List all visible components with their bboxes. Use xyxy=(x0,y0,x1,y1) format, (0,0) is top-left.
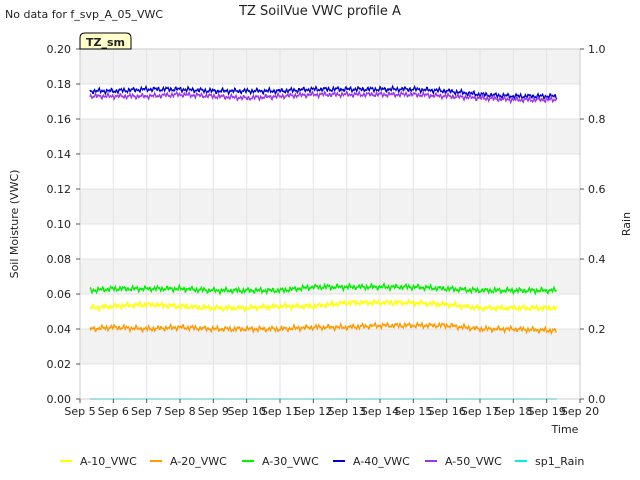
y-tick-label: 0.00 xyxy=(47,393,72,406)
legend-label: sp1_Rain xyxy=(535,455,584,468)
y-tick-label: 0.10 xyxy=(47,218,72,231)
x-tick-label: Sep 11 xyxy=(261,405,299,418)
series-line-A-40_VWC xyxy=(89,84,558,101)
x-tick-label: Sep 19 xyxy=(528,405,566,418)
y-tick-label: 0.16 xyxy=(47,113,72,126)
site-badge: TZ_sm xyxy=(79,32,132,50)
y2-tick-label: 0.2 xyxy=(588,323,606,336)
plot-band xyxy=(80,189,580,224)
x-axis-label: Time xyxy=(551,423,579,436)
y2-axis-ticks: 0.0 0.2 0.4 0.6 0.8 1.0 xyxy=(580,43,606,406)
y2-tick-label: 0.8 xyxy=(588,113,606,126)
x-tick-label: Sep 20 xyxy=(561,405,599,418)
plot-band xyxy=(80,329,580,364)
legend-label: A-50_VWC xyxy=(445,455,502,468)
legend-item-A-40_VWC: A-40_VWC xyxy=(333,455,410,468)
y-tick-label: 0.18 xyxy=(47,78,72,91)
y2-axis-label: Rain xyxy=(620,212,633,236)
x-tick-label: Sep 7 xyxy=(131,405,162,418)
legend: A-10_VWC A-20_VWC A-30_VWC A-40_VWC A-50_VWC… xyxy=(60,455,584,468)
x-tick-label: Sep 5 xyxy=(64,405,95,418)
x-tick-label: Sep 14 xyxy=(361,405,399,418)
plot-band xyxy=(80,224,580,259)
series-line-A-50_VWC xyxy=(89,90,558,105)
y-tick-label: 0.12 xyxy=(47,183,72,196)
plot-band xyxy=(80,364,580,399)
y2-tick-label: 0.0 xyxy=(588,393,606,406)
y2-tick-label: 0.4 xyxy=(588,253,606,266)
y-tick-label: 0.06 xyxy=(47,288,72,301)
site-badge-label: TZ_sm xyxy=(86,36,125,49)
y-axis-ticks: 0.00 0.02 0.04 0.06 0.08 0.10 0.12 0.14 0.16 0.18… xyxy=(47,43,80,406)
x-tick-label: Sep 13 xyxy=(328,405,366,418)
x-tick-label: Sep 8 xyxy=(164,405,195,418)
series-line-A-20_VWC xyxy=(89,320,558,336)
y-tick-label: 0.20 xyxy=(47,43,72,56)
series-line-A-10_VWC xyxy=(89,298,558,314)
x-tick-label: Sep 12 xyxy=(294,405,332,418)
legend-label: A-30_VWC xyxy=(262,455,319,468)
chart-title: TZ SoilVue VWC profile A xyxy=(238,4,401,19)
series-line-A-30_VWC xyxy=(89,281,558,296)
site-badge-box xyxy=(79,32,132,50)
plot-band xyxy=(80,119,580,154)
x-tick-label: Sep 6 xyxy=(98,405,129,418)
x-tick-label: Sep 15 xyxy=(394,405,432,418)
y-tick-label: 0.02 xyxy=(47,358,72,371)
x-tick-label: Sep 9 xyxy=(198,405,229,418)
y2-tick-label: 0.6 xyxy=(588,183,606,196)
y-tick-label: 0.08 xyxy=(47,253,72,266)
x-tick-label: Sep 16 xyxy=(428,405,466,418)
legend-item-A-30_VWC: A-30_VWC xyxy=(242,455,319,468)
y-axis-label: Soil Moisture (VWC) xyxy=(8,170,21,279)
x-tick-label: Sep 17 xyxy=(461,405,499,418)
x-tick-label: Sep 10 xyxy=(228,405,266,418)
plot-band xyxy=(80,49,580,84)
legend-item-A-50_VWC: A-50_VWC xyxy=(425,455,502,468)
no-data-note: No data for f_svp_A_05_VWC xyxy=(5,8,163,21)
plot-band xyxy=(80,294,580,329)
y2-tick-label: 1.0 xyxy=(588,43,606,56)
legend-item-A-20_VWC: A-20_VWC xyxy=(150,455,227,468)
y-tick-label: 0.04 xyxy=(47,323,72,336)
legend-label: A-20_VWC xyxy=(170,455,227,468)
plot-band xyxy=(80,154,580,189)
legend-label: A-40_VWC xyxy=(353,455,410,468)
x-tick-label: Sep 18 xyxy=(494,405,532,418)
legend-label: A-10_VWC xyxy=(80,455,137,468)
legend-item-A-10_VWC: A-10_VWC xyxy=(60,455,137,468)
y-tick-label: 0.14 xyxy=(47,148,72,161)
legend-item-sp1_Rain: sp1_Rain xyxy=(515,455,584,468)
